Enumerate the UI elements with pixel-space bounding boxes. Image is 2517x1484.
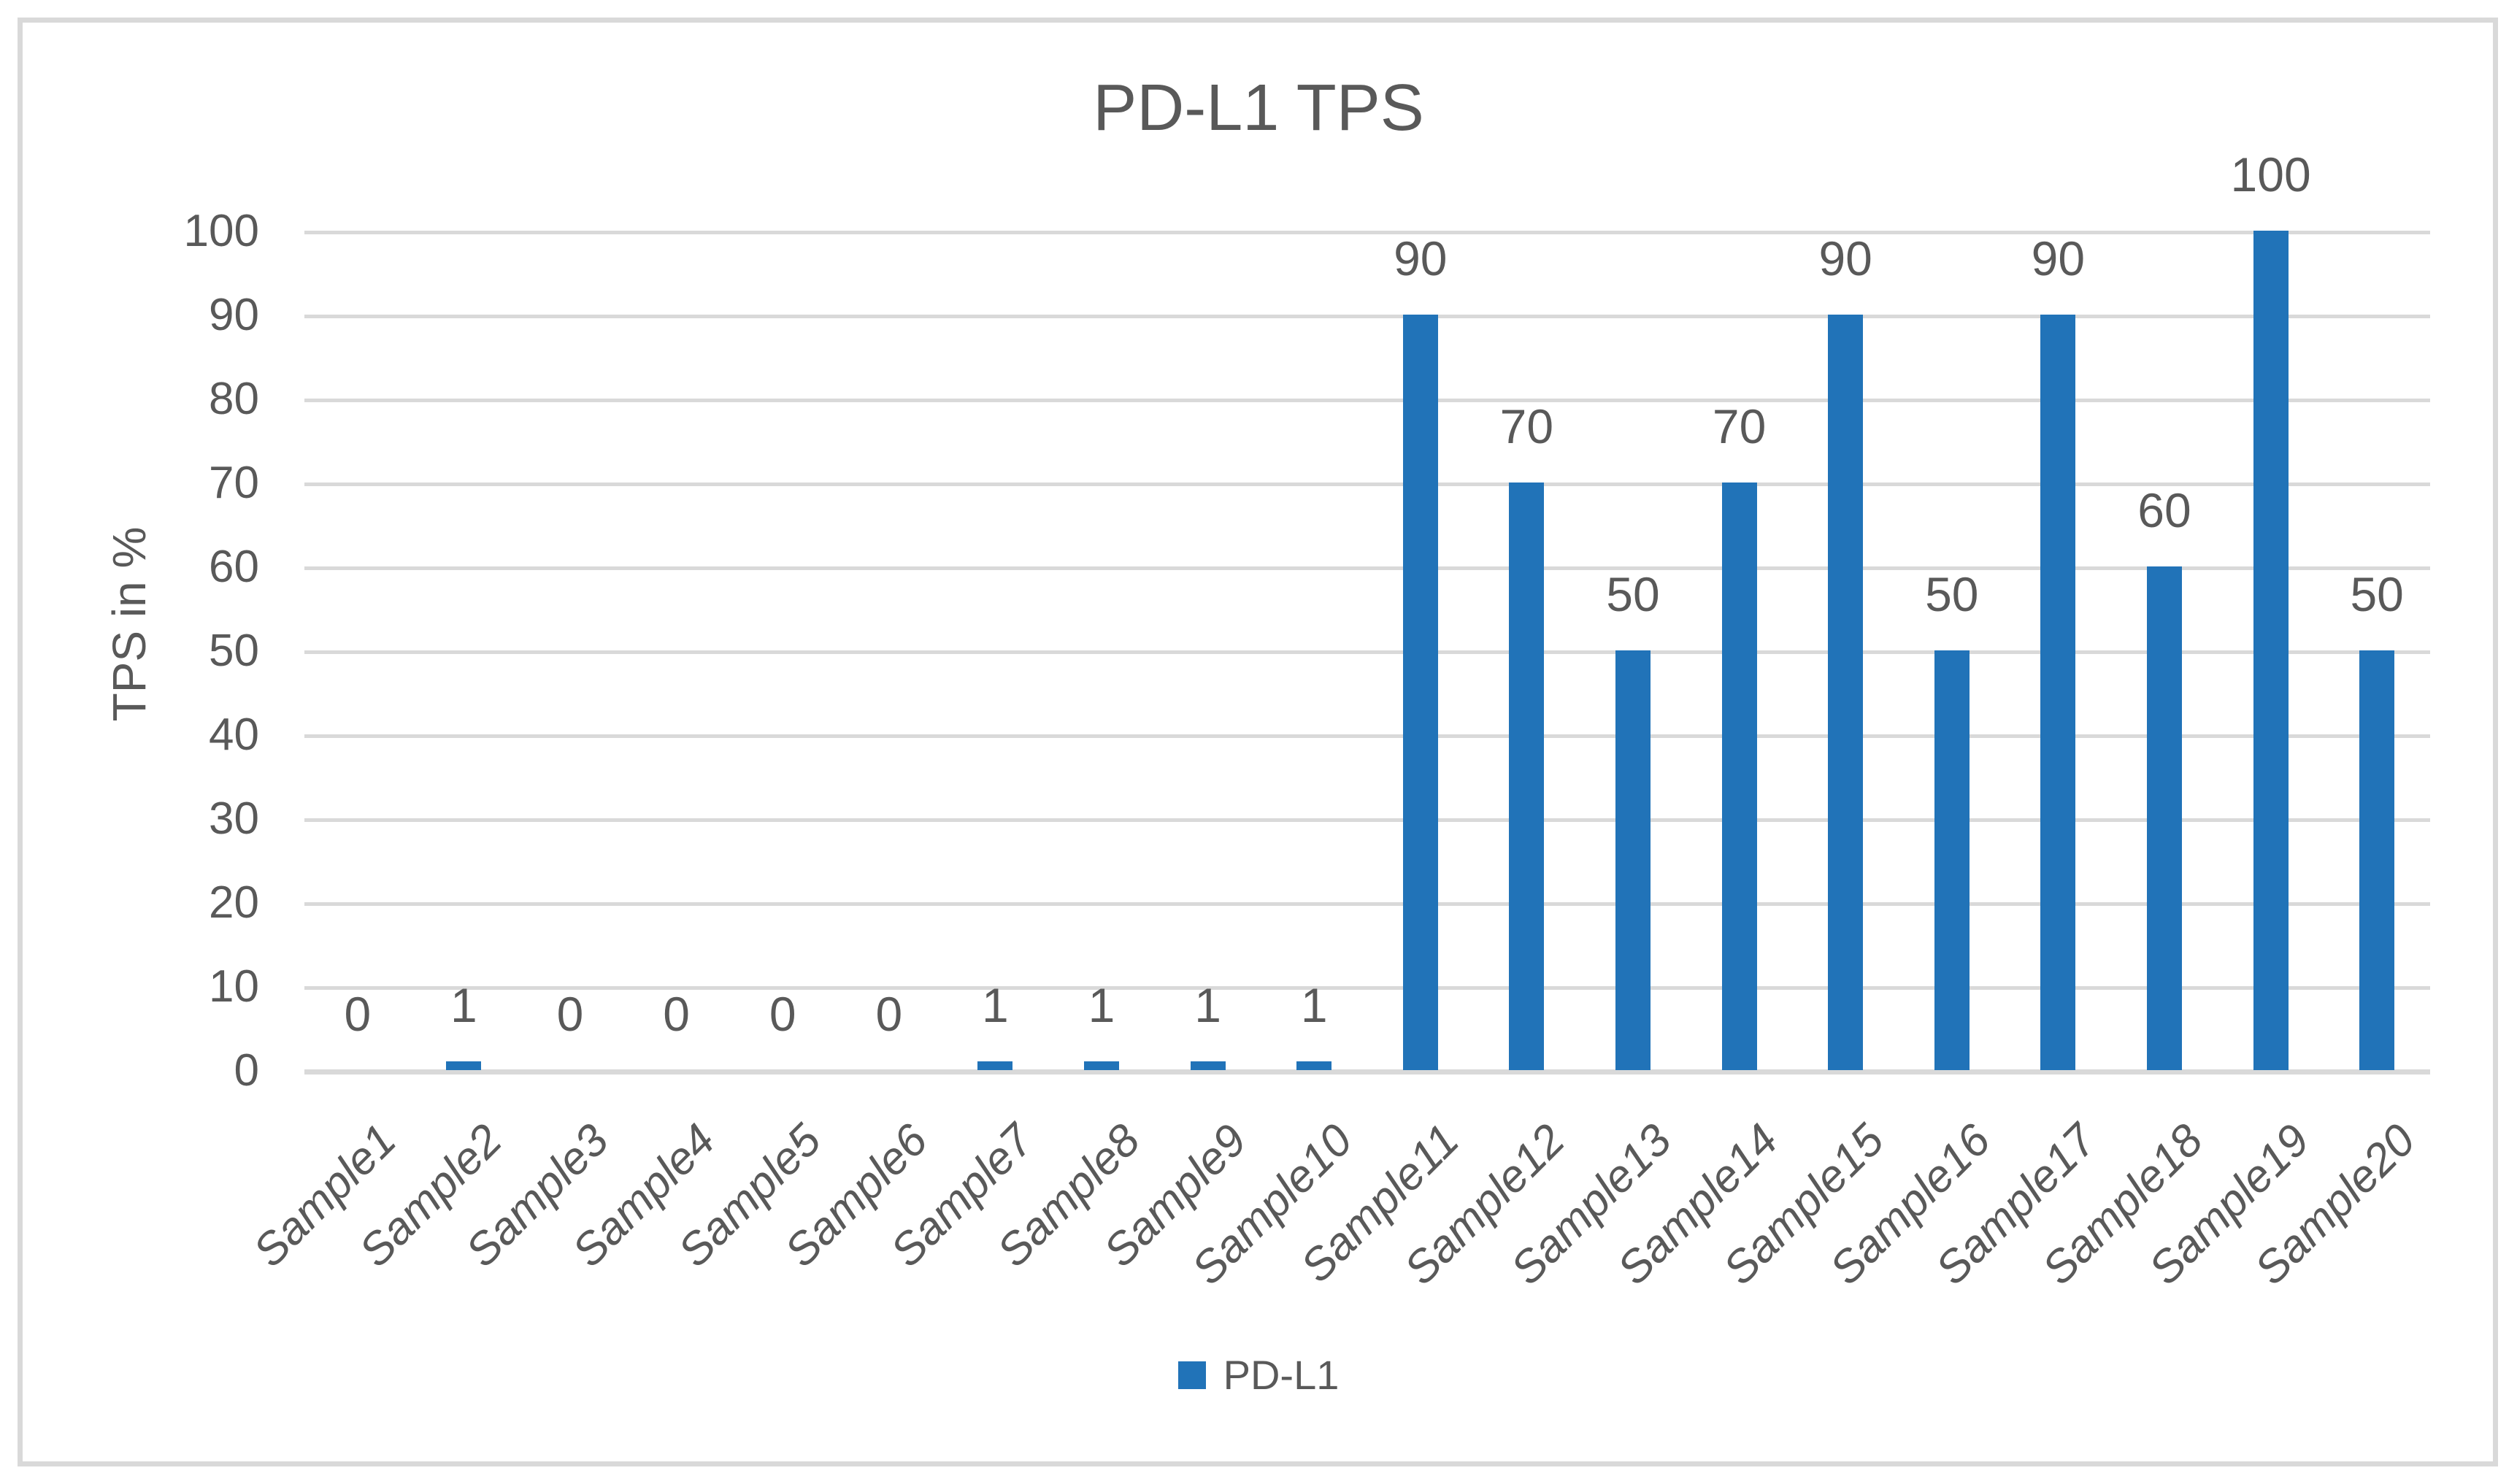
gridline-20 (304, 902, 2430, 906)
y-tick-label: 20 (209, 877, 259, 928)
data-label-sample2: 1 (450, 978, 477, 1032)
bar-sample19 (2253, 231, 2289, 1070)
data-label-sample8: 1 (1088, 978, 1115, 1032)
bar-sample9 (1190, 1061, 1226, 1070)
data-label-sample17: 90 (2031, 231, 2086, 285)
data-label-sample6: 0 (875, 987, 903, 1041)
gridline-10 (304, 986, 2430, 990)
data-label-sample20: 50 (2350, 567, 2404, 621)
y-tick-label: 0 (234, 1045, 259, 1096)
legend: PD-L1 (0, 1355, 2517, 1396)
data-label-sample5: 0 (769, 987, 796, 1041)
y-tick-label: 100 (183, 206, 259, 256)
gridline-70 (304, 483, 2430, 486)
y-tick-label: 60 (209, 542, 259, 592)
bar-sample12 (1509, 483, 1545, 1070)
data-label-sample19: 100 (2230, 147, 2311, 201)
gridline-40 (304, 734, 2430, 738)
chart-border (18, 18, 2498, 1466)
data-label-sample16: 50 (1925, 567, 1979, 621)
bar-sample16 (1934, 650, 1970, 1070)
gridline-80 (304, 399, 2430, 402)
bar-sample7 (977, 1061, 1013, 1070)
bar-sample18 (2147, 566, 2182, 1070)
bar-sample2 (446, 1061, 482, 1070)
data-label-sample11: 90 (1394, 231, 1448, 285)
data-label-sample12: 70 (1499, 399, 1554, 453)
gridline-0 (304, 1069, 2430, 1074)
bar-sample8 (1084, 1061, 1119, 1070)
data-label-sample1: 0 (344, 987, 372, 1041)
y-tick-label: 80 (209, 374, 259, 424)
chart-title: PD-L1 TPS (1093, 72, 1424, 145)
data-label-sample7: 1 (982, 978, 1009, 1032)
data-label-sample3: 0 (556, 987, 584, 1041)
y-tick-label: 70 (209, 458, 259, 508)
legend-label: PD-L1 (1223, 1352, 1340, 1398)
y-tick-label: 10 (209, 961, 259, 1012)
gridline-100 (304, 231, 2430, 234)
gridline-30 (304, 818, 2430, 822)
gridline-90 (304, 315, 2430, 318)
data-label-sample10: 1 (1300, 978, 1328, 1032)
data-label-sample14: 70 (1712, 399, 1767, 453)
bar-sample20 (2359, 650, 2395, 1070)
legend-swatch-icon (1177, 1361, 1206, 1389)
data-label-sample4: 0 (663, 987, 690, 1041)
y-tick-label: 30 (209, 793, 259, 844)
bar-sample17 (2040, 315, 2076, 1070)
gridline-60 (304, 566, 2430, 570)
gridline-50 (304, 650, 2430, 654)
y-tick-label: 90 (209, 290, 259, 340)
bar-sample11 (1402, 315, 1438, 1070)
bar-sample14 (1721, 483, 1757, 1070)
bar-sample13 (1615, 650, 1651, 1070)
y-tick-label: 40 (209, 710, 259, 760)
data-label-sample15: 90 (1818, 231, 1872, 285)
bar-sample15 (1828, 315, 1864, 1070)
data-label-sample13: 50 (1606, 567, 1660, 621)
data-label-sample18: 60 (2137, 483, 2191, 537)
data-label-sample9: 1 (1194, 978, 1221, 1032)
y-tick-label: 50 (209, 626, 259, 676)
bar-sample10 (1296, 1061, 1332, 1070)
